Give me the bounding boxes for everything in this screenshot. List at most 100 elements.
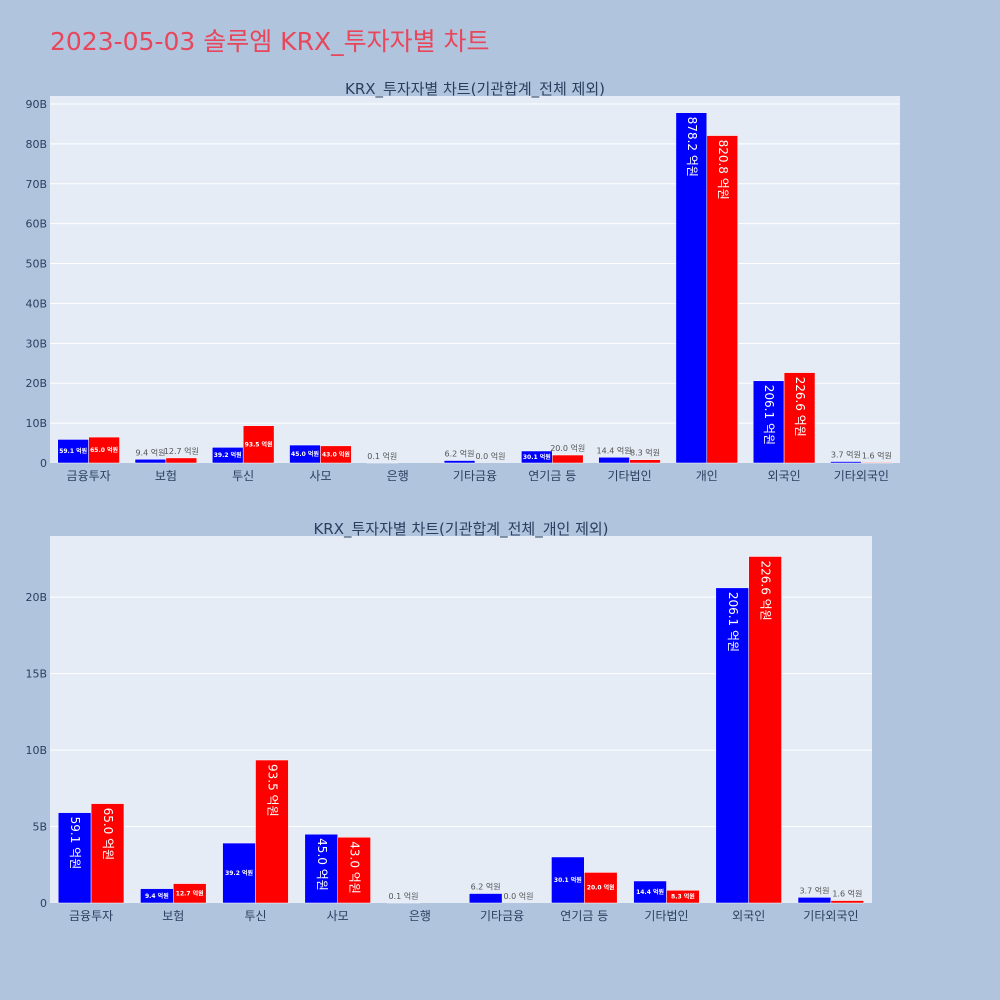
category-label: 외국인 (768, 469, 801, 483)
data-label: 39.2 억원 (214, 451, 242, 459)
category-label: 사모 (309, 469, 331, 483)
data-label: 93.5 억원 (265, 764, 279, 817)
category-label: 기타외국인 (834, 469, 889, 483)
data-label: 30.1 억원 (554, 876, 582, 884)
bar (165, 457, 198, 464)
data-label: 30.1 억원 (523, 453, 551, 461)
y-tick-label: 60B (25, 218, 47, 231)
category-label: 사모 (327, 909, 349, 923)
y-tick-label: 80B (25, 138, 47, 151)
bar (748, 556, 782, 904)
y-tick-label: 0 (40, 457, 47, 470)
data-label: 65.0 억원 (90, 446, 118, 454)
bar (715, 587, 749, 904)
data-label: 3.7 억원 (799, 885, 829, 895)
bar (551, 856, 585, 904)
bar (598, 457, 630, 464)
bar (675, 112, 708, 464)
category-label: 투신 (244, 909, 266, 923)
data-label: 14.4 억원 (636, 888, 664, 896)
category-label: 금융투자 (69, 909, 113, 923)
category-label: 연기금 등 (528, 469, 576, 483)
data-label: 65.0 억원 (101, 808, 115, 861)
data-label: 3.7 억원 (831, 450, 861, 460)
data-label: 0.1 억원 (367, 451, 397, 461)
y-tick-label: 0 (40, 897, 47, 910)
data-label: 12.7 억원 (176, 889, 204, 897)
y-tick-label: 20B (25, 377, 47, 390)
bar (629, 459, 661, 464)
bar (706, 135, 738, 464)
data-label: 6.2 억원 (471, 882, 501, 892)
bar (830, 461, 862, 464)
bar (90, 803, 125, 904)
category-label: 기타법인 (644, 909, 688, 923)
bar (255, 759, 289, 904)
y-tick-label: 5B (32, 821, 47, 834)
y-tick-label: 50B (25, 258, 47, 271)
bar (173, 883, 207, 904)
category-label: 보험 (162, 909, 184, 923)
bar (468, 893, 503, 904)
chart-bottom: KRX_투자자별 차트(기관합계_전체_개인 제외) 0 5B 10B 15B 20B 59… (25, 520, 872, 923)
category-label: 기타금융 (480, 909, 524, 923)
bar (134, 459, 167, 464)
bar (337, 836, 371, 904)
data-label: 9.4 억원 (135, 447, 165, 457)
category-label: 보험 (155, 469, 177, 483)
category-label: 기타외국인 (803, 909, 858, 923)
data-label: 14.4 억원 (597, 445, 632, 455)
data-label: 45.0 억원 (315, 838, 329, 891)
bar (320, 445, 352, 464)
bar (304, 833, 338, 904)
data-label: 0.1 억원 (388, 891, 418, 901)
category-label: 금융투자 (67, 469, 111, 483)
bar (552, 454, 584, 464)
bar (830, 900, 865, 904)
bar (783, 372, 816, 464)
data-label: 20.0 억원 (587, 884, 615, 892)
bar (88, 436, 120, 464)
page-title: 2023-05-03 솔루엠 KRX_투자자별 차트 (50, 27, 490, 56)
data-label: 39.2 억원 (225, 869, 253, 877)
data-label: 12.7 억원 (164, 446, 199, 456)
data-label: 43.0 억원 (348, 841, 362, 894)
data-label: 59.1 억원 (59, 447, 87, 455)
bar (752, 380, 785, 464)
data-label: 6.2 억원 (445, 449, 475, 459)
category-label: 은행 (387, 468, 409, 483)
chart-title: KRX_투자자별 차트(기관합계_전체 제외) (345, 80, 605, 99)
bar (242, 425, 275, 464)
data-label: 43.0 억원 (322, 450, 350, 458)
bar (797, 897, 832, 904)
data-label: 93.5 억원 (245, 440, 273, 448)
data-label: 206.1 억원 (726, 592, 740, 652)
data-label: 1.6 억원 (862, 450, 892, 460)
bar (57, 812, 92, 904)
y-tick-label: 20B (25, 591, 47, 604)
category-label: 외국인 (732, 909, 765, 923)
data-label: 0.0 억원 (475, 451, 505, 461)
data-label: 1.6 억원 (832, 889, 862, 899)
y-tick-label: 30B (25, 337, 47, 350)
bar (584, 872, 618, 904)
data-label: 9.4 억원 (145, 892, 169, 900)
y-tick-label: 40B (25, 297, 47, 310)
category-label: 개인 (696, 469, 718, 483)
category-label: 투신 (232, 469, 254, 483)
category-label: 연기금 등 (560, 909, 608, 923)
data-label: 206.1 억원 (762, 385, 776, 445)
data-label: 59.1 억원 (68, 817, 82, 870)
y-tick-label: 10B (25, 744, 47, 757)
bar (666, 890, 700, 904)
category-label: 은행 (409, 908, 431, 923)
category-label: 기타법인 (607, 469, 651, 483)
category-label: 기타금융 (453, 469, 497, 483)
data-label: 0.0 억원 (504, 891, 534, 901)
bar (222, 842, 256, 904)
data-label: 8.3 억원 (671, 893, 695, 901)
chart-title: KRX_투자자별 차트(기관합계_전체_개인 제외) (313, 520, 608, 539)
data-label: 8.3 억원 (630, 448, 660, 458)
data-label: 820.8 억원 (716, 140, 730, 200)
y-tick-label: 90B (25, 98, 47, 111)
